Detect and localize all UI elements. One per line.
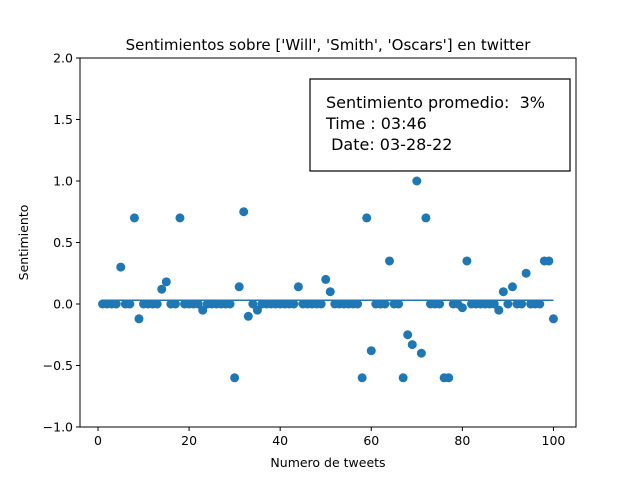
y-tick-label: 0.0	[53, 297, 73, 312]
data-point	[225, 299, 235, 309]
y-tick-label: −0.5	[43, 358, 73, 373]
data-point	[366, 346, 376, 356]
y-tick-label: 1.5	[53, 112, 73, 127]
x-tick-label: 60	[363, 433, 379, 448]
data-point	[170, 299, 180, 309]
annotation-line: Date: 03-28-22	[326, 135, 452, 154]
plot-area: Sentimiento promedio: 3% Time : 03:46 Dat…	[79, 57, 577, 428]
data-point	[134, 314, 144, 324]
data-point	[517, 299, 527, 309]
data-point	[157, 284, 167, 294]
data-point	[521, 268, 531, 278]
data-point	[421, 213, 431, 223]
y-tick-label: 2.0	[53, 51, 73, 66]
data-point	[248, 299, 258, 309]
y-axis-title: Sentimiento	[16, 205, 31, 281]
x-tick-label: 80	[454, 433, 470, 448]
data-point	[234, 282, 244, 292]
data-point	[152, 299, 162, 309]
annotation-line: Sentimiento promedio: 3%	[326, 93, 545, 112]
data-point	[252, 305, 262, 315]
data-point	[380, 299, 390, 309]
data-point	[362, 213, 372, 223]
data-point	[507, 282, 517, 292]
data-point	[161, 277, 171, 287]
data-point	[503, 299, 513, 309]
data-point	[435, 299, 445, 309]
annotation-box: Sentimiento promedio: 3% Time : 03:46 Dat…	[309, 78, 571, 172]
data-point	[239, 207, 249, 217]
x-axis-title: Numero de tweets	[270, 455, 385, 470]
data-point	[289, 299, 299, 309]
data-point	[353, 299, 363, 309]
annotation-line: Time : 03:46	[325, 114, 427, 133]
chart-title: Sentimientos sobre ['Will', 'Smith', 'Os…	[126, 36, 532, 54]
data-point	[394, 299, 404, 309]
x-axis: 0 20 40 60 80 100	[94, 427, 565, 448]
data-point	[243, 311, 253, 321]
annotation-frame	[309, 78, 571, 172]
data-point	[444, 373, 454, 383]
data-point	[548, 314, 558, 324]
y-tick-label: 0.5	[53, 235, 73, 250]
x-tick-label: 40	[272, 433, 288, 448]
data-point	[316, 299, 326, 309]
data-point	[384, 256, 394, 266]
data-point	[116, 262, 126, 272]
data-point	[544, 256, 554, 266]
data-point	[457, 303, 467, 313]
data-point	[129, 213, 139, 223]
data-point	[403, 330, 413, 340]
data-point	[198, 305, 208, 315]
data-point	[175, 213, 185, 223]
data-points	[98, 176, 558, 383]
data-point	[125, 299, 135, 309]
data-point	[412, 176, 422, 186]
data-point	[407, 340, 417, 350]
y-tick-label: 1.0	[53, 174, 73, 189]
data-point	[416, 348, 426, 358]
data-point	[230, 373, 240, 383]
data-point	[193, 299, 203, 309]
data-point	[321, 274, 331, 284]
data-point	[494, 305, 504, 315]
data-point	[398, 373, 408, 383]
x-tick-label: 0	[94, 433, 102, 448]
data-point	[498, 287, 508, 297]
data-point	[293, 282, 303, 292]
data-point	[357, 373, 367, 383]
y-axis: −1.0 −0.5 0.0 0.5 1.0 1.5 2.0	[43, 51, 80, 435]
data-point	[111, 299, 121, 309]
x-tick-label: 100	[542, 433, 566, 448]
data-point	[489, 299, 499, 309]
x-tick-label: 20	[181, 433, 197, 448]
data-point	[462, 256, 472, 266]
y-tick-label: −1.0	[43, 420, 73, 435]
data-point	[535, 299, 545, 309]
data-point	[325, 287, 335, 297]
